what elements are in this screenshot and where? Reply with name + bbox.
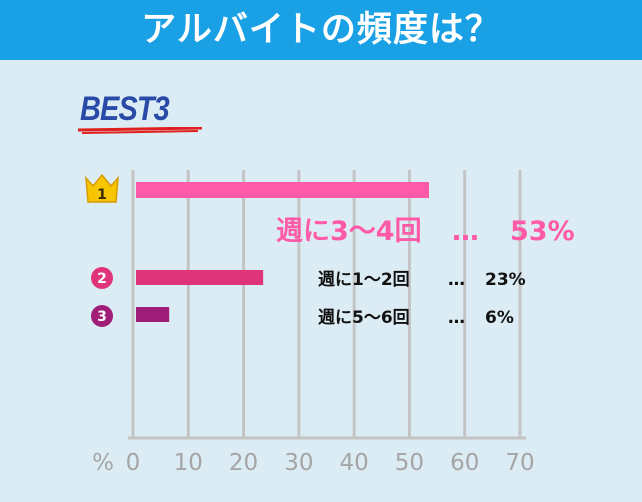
label-rank-2: 週に1〜2回	[318, 270, 410, 290]
rank-circle	[91, 305, 113, 327]
header-bar: アルバイトの頻度は？	[0, 0, 642, 60]
rank-circle	[91, 267, 113, 289]
x-tick-label: 60	[450, 450, 479, 476]
separator-rank-1: …	[452, 216, 479, 247]
rank-3-number: 3	[97, 309, 107, 325]
rank-2-number: 2	[97, 271, 107, 287]
circle-number-icon: 3	[91, 305, 113, 327]
value-label-rank-1: 53%	[510, 216, 575, 247]
x-tick-label: 50	[395, 450, 424, 476]
separator-rank-2: …	[448, 270, 465, 290]
crown-shape	[85, 173, 119, 203]
circle-number-icon: 2	[91, 267, 113, 289]
bar-rank-1	[136, 182, 430, 198]
value-label-rank-3: 6%	[485, 308, 514, 328]
bar-rank-2	[136, 270, 264, 285]
best-label: BEST3	[80, 90, 170, 128]
x-tick-label: 30	[284, 450, 313, 476]
x-tick-label: 20	[229, 450, 258, 476]
rank-1-number: 1	[97, 187, 107, 203]
separator-rank-3: …	[448, 308, 465, 328]
crown-icon: 1	[85, 173, 119, 203]
value-label-rank-2: 23%	[485, 270, 526, 290]
best-underline-decoration	[77, 127, 203, 134]
x-tick-label: 10	[174, 450, 203, 476]
x-tick-label: 70	[505, 450, 534, 476]
x-tick-label: 0	[126, 450, 141, 476]
x-tick-label: 40	[340, 450, 369, 476]
x-axis-unit-label: %	[92, 450, 114, 476]
bar-rank-3	[136, 307, 170, 322]
page-title: アルバイトの頻度は？	[141, 10, 501, 50]
label-rank-1: 週に3〜4回	[276, 216, 422, 247]
label-rank-3: 週に5〜6回	[318, 308, 410, 328]
